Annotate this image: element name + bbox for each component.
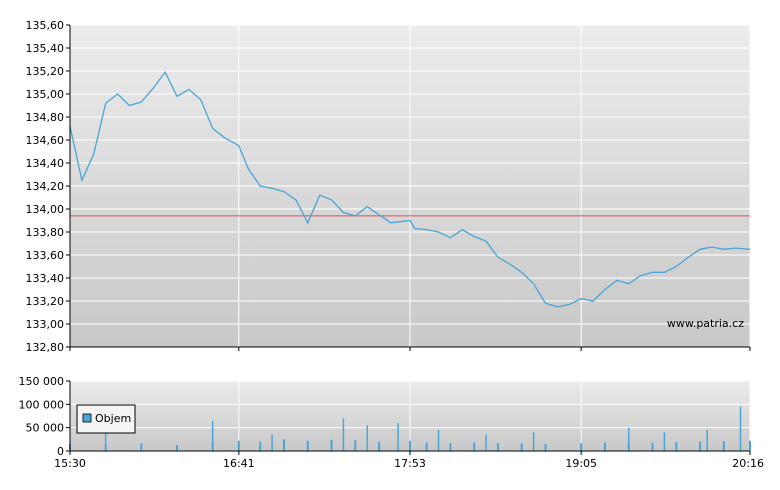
volume-bar	[473, 442, 476, 451]
volume-bar-spike	[706, 430, 708, 451]
price-y-tick-label: 133,60	[26, 249, 65, 262]
price-y-tick-label: 133,80	[26, 226, 65, 239]
volume-y-tick-label: 0	[57, 445, 64, 458]
x-tick-label: 16:41	[223, 457, 255, 470]
volume-bar-spike	[485, 434, 487, 451]
price-y-tick-label: 133,20	[26, 295, 65, 308]
volume-bar	[603, 442, 606, 451]
volume-y-axis: 0 50 000 100 000 150 000	[19, 375, 70, 458]
volume-bar-spike	[271, 434, 273, 451]
volume-bar	[354, 440, 357, 451]
price-y-tick-label: 135,40	[26, 42, 65, 55]
price-y-tick-label: 134,60	[26, 134, 65, 147]
volume-bar-spike	[663, 432, 666, 451]
x-tick-label: 19:05	[565, 457, 597, 470]
price-y-tick-label: 133,00	[26, 318, 65, 331]
volume-bar-spike	[211, 420, 214, 451]
volume-bar	[237, 440, 240, 451]
volume-bar	[722, 441, 725, 451]
volume-bar	[580, 443, 583, 451]
watermark: www.patria.cz	[667, 317, 744, 330]
volume-bar-spike	[397, 423, 399, 451]
legend-swatch	[82, 413, 92, 423]
x-tick-label: 17:53	[394, 457, 426, 470]
volume-bar	[175, 444, 178, 451]
volume-bars	[69, 406, 751, 451]
price-y-tick-label: 134,80	[26, 111, 65, 124]
volume-legend: Objem	[76, 404, 136, 434]
price-y-tick-label: 134,00	[26, 203, 65, 216]
volume-bar	[699, 441, 702, 451]
volume-bar	[651, 442, 654, 451]
volume-bar	[409, 440, 411, 451]
price-y-tick-label: 133,40	[26, 272, 65, 285]
price-y-tick-label: 135,20	[26, 65, 65, 78]
volume-bar-spike	[104, 432, 107, 451]
volume-bar	[259, 441, 262, 451]
price-y-axis: 132,80 133,00 133,20 133,40 133,60 133,80 134,…	[26, 19, 70, 354]
price-panel: 132,80 133,00 133,20 133,40 133,60 133,80 134,…	[26, 19, 751, 354]
volume-bar	[749, 440, 751, 451]
volume-bar	[675, 442, 678, 451]
volume-bar-spike	[739, 406, 742, 451]
price-y-tick-label: 135,00	[26, 88, 65, 101]
volume-bar	[330, 439, 333, 451]
volume-bar	[140, 443, 143, 451]
price-y-tick-label: 132,80	[26, 341, 65, 354]
volume-bar	[378, 441, 381, 451]
price-y-tick-label: 134,40	[26, 157, 65, 170]
legend-label: Objem	[95, 412, 131, 425]
volume-y-tick-label: 150 000	[19, 375, 65, 388]
volume-bar-spike	[342, 418, 345, 451]
volume-y-tick-label: 50 000	[26, 422, 65, 435]
volume-bar	[282, 439, 285, 451]
volume-bar	[425, 442, 428, 451]
price-series-line	[69, 70, 751, 308]
volume-bar-spike	[366, 425, 368, 451]
price-y-tick-label: 134,20	[26, 180, 65, 193]
volume-bar-spike	[627, 427, 630, 451]
volume-bar	[306, 440, 309, 451]
price-y-tick-label: 135,60	[26, 19, 65, 32]
volume-bar	[496, 443, 499, 451]
volume-y-tick-label: 100 000	[19, 398, 65, 411]
price-grid	[69, 24, 751, 348]
volume-panel: 0 50 000 100 000 150 000 15:30 16:41 17:53 19:…	[19, 375, 765, 470]
volume-bar-spike	[532, 432, 535, 451]
x-tick-label: 15:30	[54, 457, 86, 470]
volume-bar-spike	[437, 430, 440, 451]
x-axis-time-labels: 15:30 16:41 17:53 19:05 20:16	[54, 451, 764, 470]
price-x-ticks	[69, 347, 751, 351]
volume-bar	[520, 443, 523, 451]
volume-bar	[544, 444, 547, 451]
volume-bar	[449, 443, 452, 451]
x-tick-label: 20:16	[732, 457, 764, 470]
